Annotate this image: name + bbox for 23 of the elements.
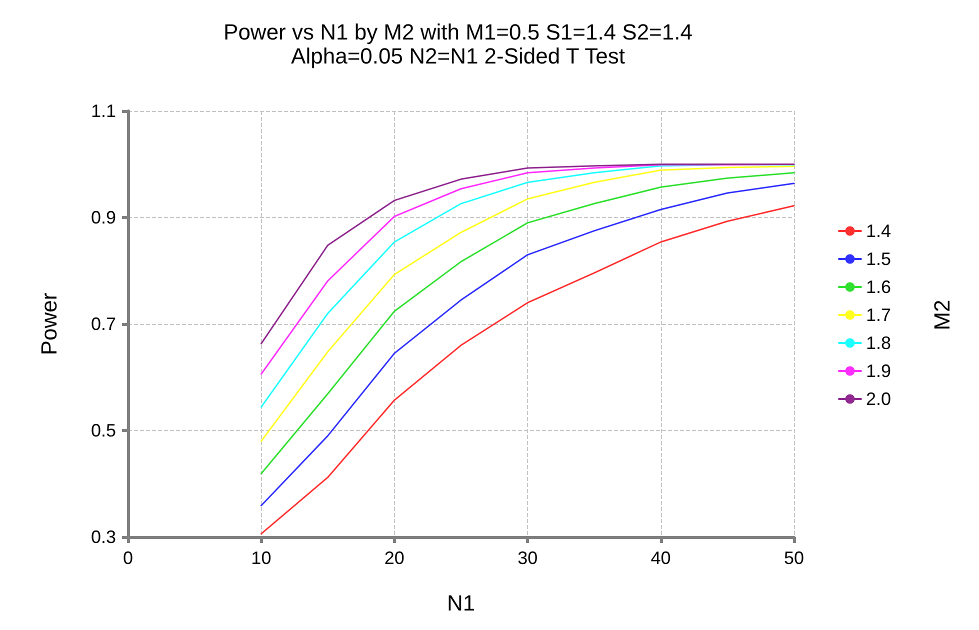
y-tick-label: 0.5	[90, 420, 116, 440]
y-tick-label: 1.1	[90, 101, 116, 121]
x-tick-label: 50	[784, 548, 804, 568]
y-axis-title: Power	[36, 292, 62, 356]
chart-title: Power vs N1 by M2 with M1=0.5 S1=1.4 S2=1.4	[224, 20, 692, 44]
legend-label: 1.4	[866, 221, 892, 241]
y-tick-label: 0.7	[90, 314, 116, 334]
x-tick-label: 20	[384, 548, 404, 568]
x-tick-label: 40	[650, 548, 671, 568]
y-tick-label: 0.3	[90, 527, 116, 547]
legend-label: 1.8	[866, 333, 892, 353]
legend-label: 1.5	[866, 249, 892, 269]
legend-label: 1.9	[866, 361, 892, 381]
x-tick-label: 0	[122, 548, 134, 568]
x-tick-label: 30	[518, 548, 538, 568]
y-tick-label: 0.9	[90, 208, 116, 228]
legend-title: M2	[930, 300, 954, 330]
legend-label: 1.7	[866, 305, 892, 325]
legend-label: 2.0	[866, 389, 892, 409]
x-tick-label: 10	[251, 548, 272, 568]
x-axis-title: N1	[446, 590, 476, 616]
chart-subtitle: Alpha=0.05 N2=N1 2-Sided T Test	[291, 44, 625, 68]
legend-label: 1.6	[866, 277, 892, 297]
